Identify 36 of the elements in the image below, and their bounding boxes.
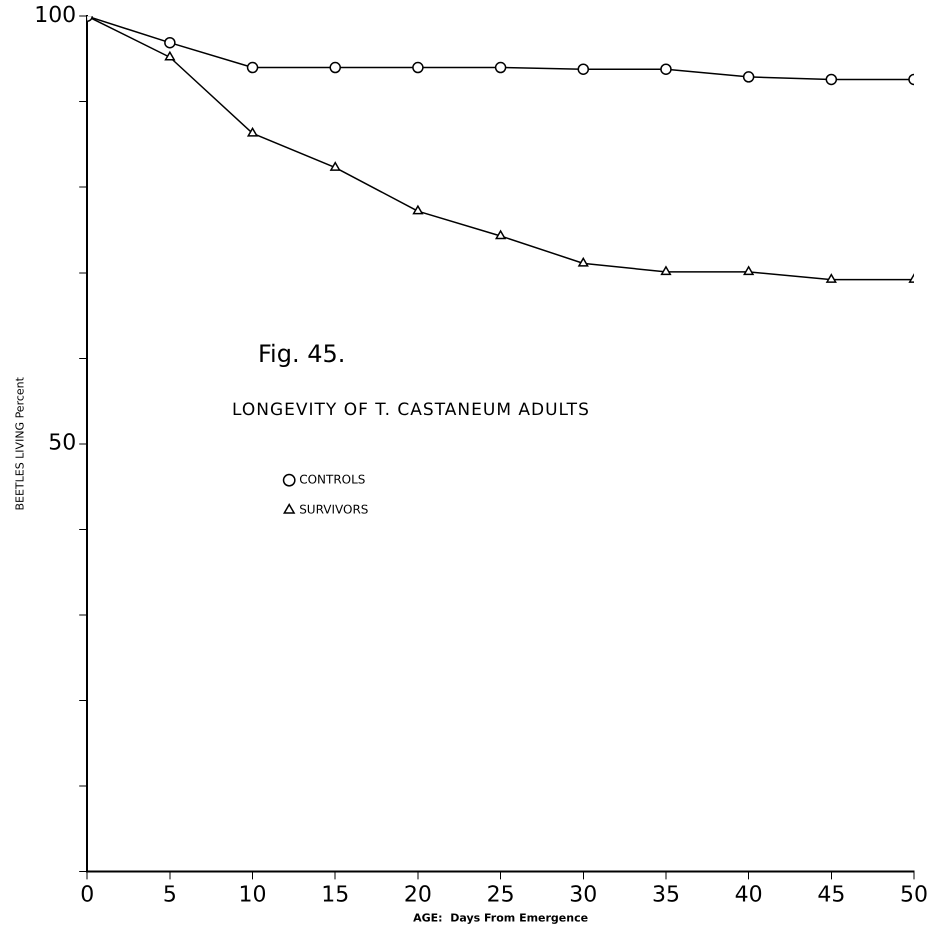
y-axis-title: BEETLES LIVING Percent <box>13 376 26 511</box>
x-tick-label: 50 <box>900 882 928 908</box>
point <box>247 128 258 137</box>
legend-label: SURVIVORS <box>299 502 368 516</box>
x-axis-title: AGE: Days From Emergence <box>413 911 588 924</box>
legend-label: CONTROLS <box>299 472 366 486</box>
text: Fig. 45. <box>258 340 346 368</box>
point <box>742 71 754 83</box>
point <box>412 205 423 214</box>
point <box>660 63 672 75</box>
x-tick-label: 30 <box>569 882 598 908</box>
x-tick-label: 35 <box>652 882 680 908</box>
x-tick-label: 10 <box>238 882 267 908</box>
point <box>826 274 836 283</box>
x-tick-label: 25 <box>486 882 515 908</box>
point <box>578 258 588 267</box>
text: LONGEVITY OF T. CASTANEUM ADULTS <box>232 400 590 420</box>
point <box>578 63 590 75</box>
point <box>330 162 340 171</box>
x-tick-label: 40 <box>734 882 763 908</box>
point <box>412 62 424 74</box>
x-tick-label: 20 <box>404 882 432 908</box>
point <box>494 62 506 74</box>
point <box>246 62 258 74</box>
point <box>329 62 341 74</box>
point <box>164 36 176 48</box>
x-tick-label: 5 <box>162 882 177 908</box>
x-tick-label: 0 <box>80 882 94 908</box>
x-tick-label: 45 <box>817 882 846 908</box>
point <box>826 74 838 86</box>
point <box>744 266 754 276</box>
x-tick-label: 15 <box>321 882 350 908</box>
point <box>164 52 175 60</box>
point <box>660 266 672 276</box>
y-tick-label: 100 <box>34 2 76 28</box>
point <box>496 230 506 240</box>
